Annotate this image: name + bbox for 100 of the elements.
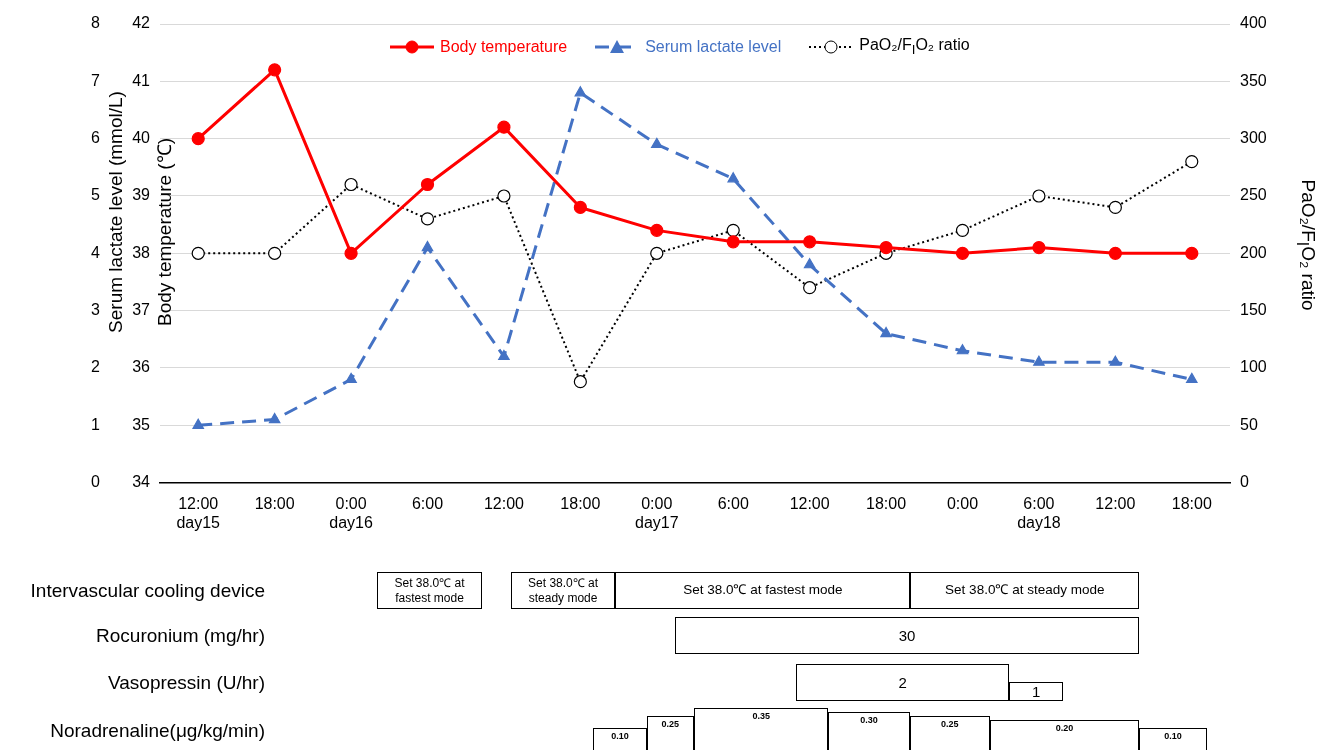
y2-tick-label: 350	[1240, 71, 1267, 89]
y2-tick-label: 150	[1240, 301, 1267, 319]
point	[1032, 240, 1046, 255]
y-tick-label: 40	[132, 129, 151, 147]
text: 0.35	[752, 711, 770, 722]
x-tick-label: 12:00	[483, 494, 525, 512]
x-tick-label: 6:00 day18	[1017, 494, 1061, 531]
point	[650, 137, 663, 148]
y2-tick-label: 200	[1240, 243, 1267, 261]
x-tick-label: 12:00	[1095, 494, 1136, 512]
x-tick-label: 6:00	[411, 494, 444, 512]
text: 0.30	[860, 715, 878, 726]
x-tick-label: 18:00	[866, 494, 907, 512]
point	[191, 246, 205, 260]
text: 0.10	[611, 731, 629, 742]
y2-tick-label: 0	[1240, 473, 1249, 491]
text: Set 38.0℃ at steady mode	[527, 576, 600, 605]
point	[191, 132, 205, 146]
category-label: Rocuronium (mg/hr)	[96, 625, 265, 647]
point	[574, 86, 587, 97]
y3-tick-label: 5	[91, 186, 101, 204]
point	[344, 177, 358, 192]
point	[497, 120, 511, 134]
point	[420, 212, 435, 226]
y-tick-label: 41	[132, 71, 151, 89]
point	[421, 240, 434, 252]
point	[955, 223, 970, 237]
y-tick-label: 42	[132, 14, 151, 32]
y3-tick-label: 8	[91, 14, 101, 32]
x-tick-label: 12:00	[789, 494, 830, 512]
point	[1032, 189, 1046, 203]
text: 0.20	[1055, 723, 1074, 734]
text: Set 38.0℃ at fastest mode	[393, 576, 466, 605]
y-tick-label: 36	[132, 358, 151, 376]
y-tick-label: 38	[132, 243, 151, 261]
point	[573, 375, 587, 389]
category-label: Noradrenaline(μg/kg/min)	[50, 720, 265, 742]
x-tick-label: 18:00	[560, 494, 601, 512]
point	[726, 223, 740, 237]
point	[803, 258, 816, 269]
point	[268, 63, 282, 77]
category-label: Vasopressin (U/hr)	[108, 672, 265, 694]
x-tick-label: 12:00 day15	[176, 494, 221, 531]
x-tick-label: 6:00	[717, 494, 749, 512]
point	[268, 412, 281, 424]
x-tick-label: 0:00 day16	[329, 494, 373, 531]
text: Set 38.0℃ at fastest mode	[683, 582, 843, 599]
y2-tick-label: 50	[1240, 415, 1258, 433]
point	[1033, 355, 1045, 366]
y-tick-label: 34	[132, 473, 151, 491]
y2-tick-label: 250	[1240, 186, 1267, 204]
point	[956, 344, 969, 355]
point	[497, 189, 511, 203]
legend-label: Body temperature	[440, 37, 568, 56]
point	[803, 235, 817, 249]
point	[955, 246, 970, 260]
point	[498, 349, 510, 361]
point	[268, 246, 282, 260]
legend-label: PaO₂/F$_{I}$O₂ ratio	[859, 36, 970, 58]
point	[726, 235, 740, 249]
y3-axis-title: Serum lactate level (mmol/L)	[105, 91, 127, 333]
point	[192, 418, 205, 429]
y2-tick-label: 400	[1240, 14, 1267, 32]
y3-tick-label: 3	[91, 301, 101, 319]
text: 0.25	[661, 719, 680, 730]
point	[573, 200, 587, 215]
text: 2	[898, 673, 907, 692]
y-tick-label: 37	[132, 301, 151, 319]
y-tick-label: 39	[132, 186, 151, 204]
text: Set 38.0℃ at steady mode	[945, 582, 1105, 599]
y2-tick-label: 100	[1240, 358, 1267, 376]
y3-tick-label: 1	[91, 415, 101, 433]
text: 0.10	[1164, 731, 1182, 742]
point	[1108, 246, 1122, 260]
point	[420, 177, 435, 192]
point	[803, 281, 817, 295]
y2-tick-label: 300	[1240, 129, 1267, 147]
point	[650, 246, 664, 260]
point	[1108, 200, 1122, 215]
y-tick-label: 35	[132, 415, 151, 433]
x-tick-label: 0:00	[946, 494, 979, 512]
y3-tick-label: 7	[91, 71, 101, 89]
point	[1185, 154, 1199, 169]
point	[1109, 355, 1122, 366]
text: 0.25	[940, 719, 959, 730]
y-axis-title: Body temperature (℃)	[153, 138, 176, 326]
point	[880, 326, 892, 338]
point	[727, 172, 740, 183]
point	[1185, 372, 1198, 384]
point	[345, 372, 357, 384]
x-tick-label: 18:00	[1171, 494, 1212, 512]
point	[1185, 246, 1199, 260]
x-tick-label: 0:00 day17	[634, 494, 679, 531]
y3-tick-label: 0	[91, 473, 101, 491]
category-label: Intervascular cooling device	[30, 580, 265, 602]
point	[650, 223, 664, 237]
point	[344, 246, 358, 260]
text: 1	[1031, 682, 1041, 701]
text: 30	[898, 626, 916, 645]
y3-tick-label: 2	[91, 358, 101, 376]
